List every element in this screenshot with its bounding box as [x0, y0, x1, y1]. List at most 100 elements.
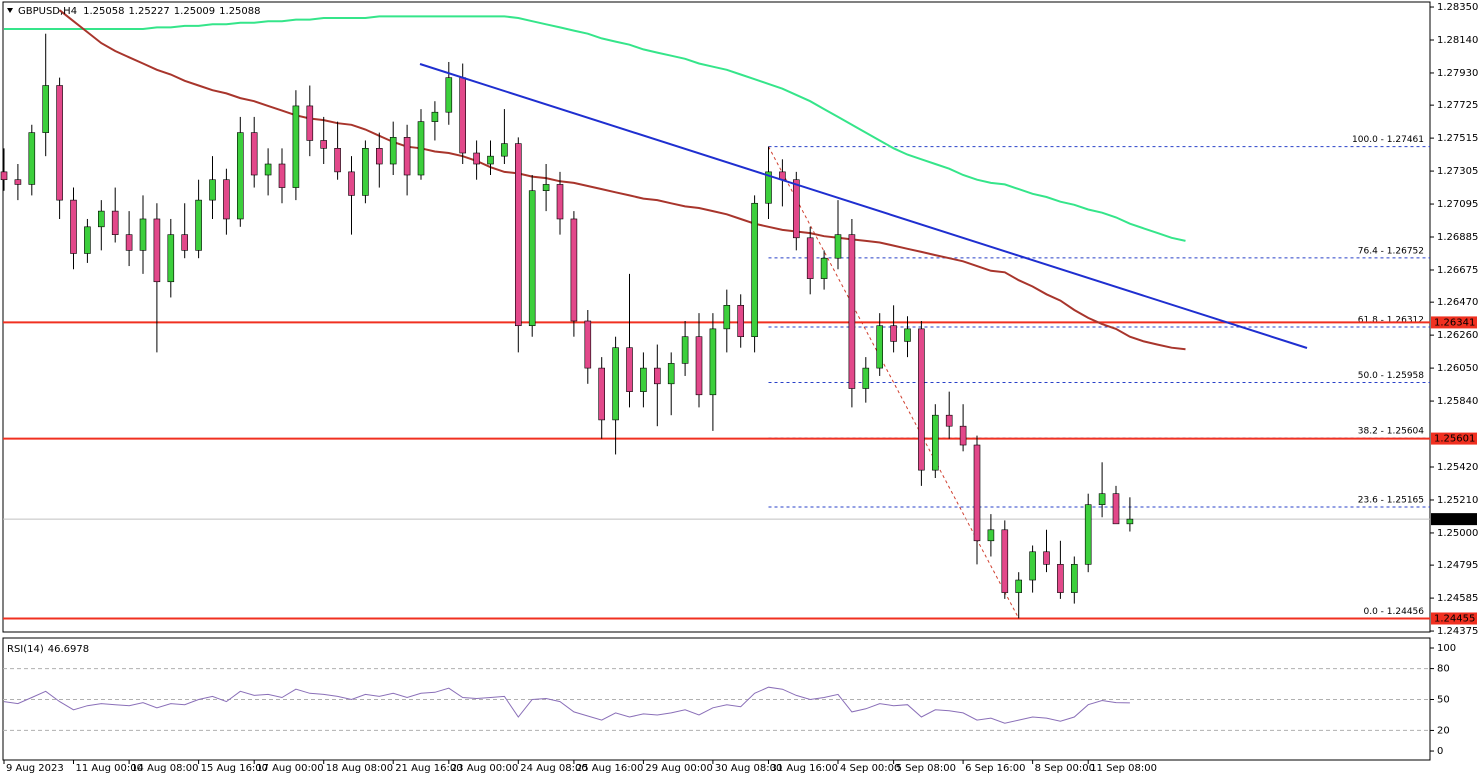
candle-body	[403, 137, 411, 176]
level-label: 1.25601	[1434, 434, 1475, 445]
x-tick-label: 17 Aug 00:00	[256, 763, 323, 774]
fib-label: 76.4 - 1.26752	[1358, 246, 1424, 256]
candle-body	[278, 163, 286, 188]
candle-body	[1098, 493, 1106, 505]
moving-average	[58, 9, 1186, 351]
candle-body	[570, 218, 578, 322]
x-tick-label: 18 Aug 08:00	[326, 763, 393, 774]
candle-body	[320, 140, 328, 149]
y-tick-label: 80	[1437, 664, 1450, 675]
candle-body	[445, 77, 453, 113]
candle-body	[681, 336, 689, 364]
candle-body	[84, 226, 91, 254]
candle-body	[876, 325, 884, 369]
candle-body	[695, 336, 703, 396]
y-tick-label: 1.26260	[1437, 330, 1478, 341]
candle-body	[487, 155, 494, 165]
candle-body	[362, 148, 369, 196]
rsi-line	[3, 686, 1130, 724]
y-tick-label: 1.26050	[1437, 363, 1478, 374]
candle-body	[973, 444, 981, 542]
candle-body	[264, 163, 272, 176]
fib-label: 100.0 - 1.27461	[1352, 135, 1424, 145]
candle-body	[848, 234, 856, 389]
candle-body	[1126, 518, 1134, 525]
candle-body	[111, 210, 119, 235]
y-tick-label: 1.24585	[1437, 593, 1478, 604]
candle-body	[834, 234, 842, 259]
candle-body	[1001, 529, 1009, 593]
y-tick-label: 1.27305	[1437, 166, 1478, 177]
x-tick-label: 23 Aug 00:00	[451, 763, 518, 774]
y-tick-label: 1.28350	[1437, 2, 1478, 13]
x-tick-label: 25 Aug 16:00	[576, 763, 643, 774]
header-open: 1.25058	[83, 6, 124, 17]
last-price-box	[1431, 513, 1477, 526]
candle-body	[931, 414, 939, 471]
x-tick-label: 6 Sep 16:00	[965, 763, 1025, 774]
candle-body	[904, 328, 911, 342]
candle-body	[626, 347, 633, 392]
x-tick-label: 24 Aug 08:00	[520, 763, 587, 774]
candle-body	[1071, 564, 1078, 593]
x-tick-label: 8 Sep 00:00	[1035, 763, 1095, 774]
rsi-title: RSI(14) 46.6978	[7, 644, 89, 655]
header-high: 1.25227	[128, 6, 169, 17]
y-tick-label: 1.27930	[1437, 68, 1478, 79]
candle-body	[890, 325, 897, 342]
candle-body	[250, 132, 258, 176]
rsi-value: 46.6978	[48, 644, 89, 655]
candle-body	[723, 305, 731, 330]
rsi-panel	[2, 637, 1431, 761]
candle-body	[501, 143, 508, 157]
header-close: 1.25088	[219, 6, 260, 17]
y-tick-label: 1.26885	[1437, 232, 1478, 243]
level-label: 1.26341	[1434, 317, 1475, 328]
fib-label: 23.6 - 1.25165	[1358, 496, 1424, 506]
moving-average	[4, 15, 1186, 242]
candle-body	[459, 77, 467, 154]
header-low: 1.25009	[174, 6, 215, 17]
candle-body	[918, 328, 925, 471]
last-price-label: 1.25088	[1434, 514, 1475, 525]
candle-body	[820, 257, 828, 279]
x-tick-label: 15 Aug 16:00	[201, 763, 268, 774]
level-box	[1431, 432, 1477, 445]
x-tick-label: 31 Aug 16:00	[771, 763, 838, 774]
candle-body	[959, 425, 967, 446]
candle-body	[195, 199, 202, 251]
candle-body	[431, 111, 439, 122]
y-tick-label: 1.24375	[1437, 626, 1478, 637]
fib-label: 38.2 - 1.25604	[1358, 427, 1424, 437]
candle-body	[765, 171, 772, 204]
candle-body	[375, 148, 383, 165]
candle-body	[56, 85, 63, 201]
candle-body	[348, 171, 355, 196]
candle-body	[167, 234, 175, 283]
candle-body	[125, 234, 133, 251]
candle-body	[945, 414, 953, 427]
candle-body	[181, 234, 188, 251]
fib-label: 50.0 - 1.25958	[1358, 371, 1424, 381]
candle-body	[667, 363, 675, 385]
candle-body	[209, 179, 216, 201]
candle-body	[98, 210, 105, 228]
y-tick-label: 0	[1437, 746, 1443, 757]
candle-body	[514, 143, 522, 327]
candle-body	[709, 328, 717, 396]
candle-body	[28, 132, 36, 185]
candle-body	[556, 184, 564, 220]
level-label: 1.24455	[1434, 613, 1475, 624]
candle-body	[584, 320, 592, 369]
x-tick-label: 14 Aug 08:00	[131, 763, 198, 774]
candle-body	[473, 152, 480, 165]
fib-label: 0.0 - 1.24456	[1364, 607, 1425, 617]
level-box	[1431, 612, 1477, 625]
candle-body	[1029, 551, 1036, 581]
candle-body	[389, 137, 397, 165]
rsi-name: RSI(14)	[7, 644, 44, 655]
candle-body	[751, 202, 758, 338]
candle-body	[792, 179, 800, 239]
candle-body	[598, 367, 606, 421]
